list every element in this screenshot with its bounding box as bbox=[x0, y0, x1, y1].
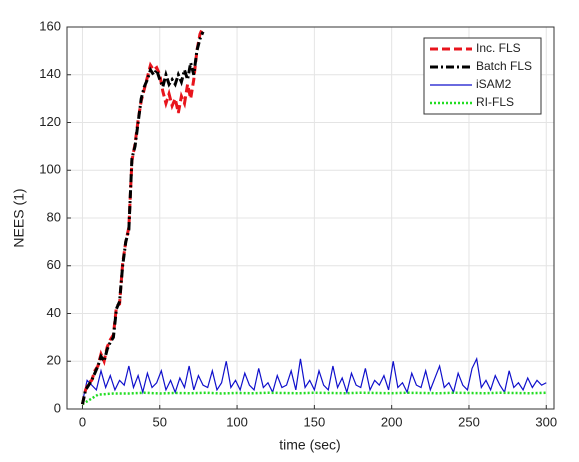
x-tick-label: 150 bbox=[304, 414, 326, 429]
y-axis-label: NEES (1) bbox=[11, 188, 27, 247]
y-tick-label: 0 bbox=[54, 400, 61, 415]
series-line bbox=[81, 356, 547, 402]
y-tick-label: 60 bbox=[47, 257, 61, 272]
x-tick-label: 200 bbox=[381, 414, 403, 429]
x-axis-label: time (sec) bbox=[279, 437, 340, 453]
x-tick-label: 300 bbox=[535, 414, 557, 429]
x-tick-label: 0 bbox=[79, 414, 86, 429]
axes-box bbox=[66, 26, 555, 410]
y-tick-label: 100 bbox=[39, 162, 61, 177]
y-tick-label: 40 bbox=[47, 305, 61, 320]
legend-label: Inc. FLS bbox=[476, 41, 521, 55]
x-tick-label: 100 bbox=[226, 414, 248, 429]
y-tick-label: 80 bbox=[47, 209, 61, 224]
x-tick-label: 250 bbox=[458, 414, 480, 429]
series-line bbox=[81, 391, 547, 406]
legend-box bbox=[423, 37, 542, 115]
series-line bbox=[80, 31, 205, 405]
y-tick-label: 160 bbox=[39, 18, 61, 33]
y-tick-label: 20 bbox=[47, 353, 61, 368]
x-tick-label: 50 bbox=[153, 414, 167, 429]
y-tick-label: 140 bbox=[39, 66, 61, 81]
legend-label: RI-FLS bbox=[476, 95, 514, 109]
legend-label: Batch FLS bbox=[476, 59, 532, 73]
legend-label: iSAM2 bbox=[476, 77, 512, 91]
y-tick-label: 120 bbox=[39, 114, 61, 129]
